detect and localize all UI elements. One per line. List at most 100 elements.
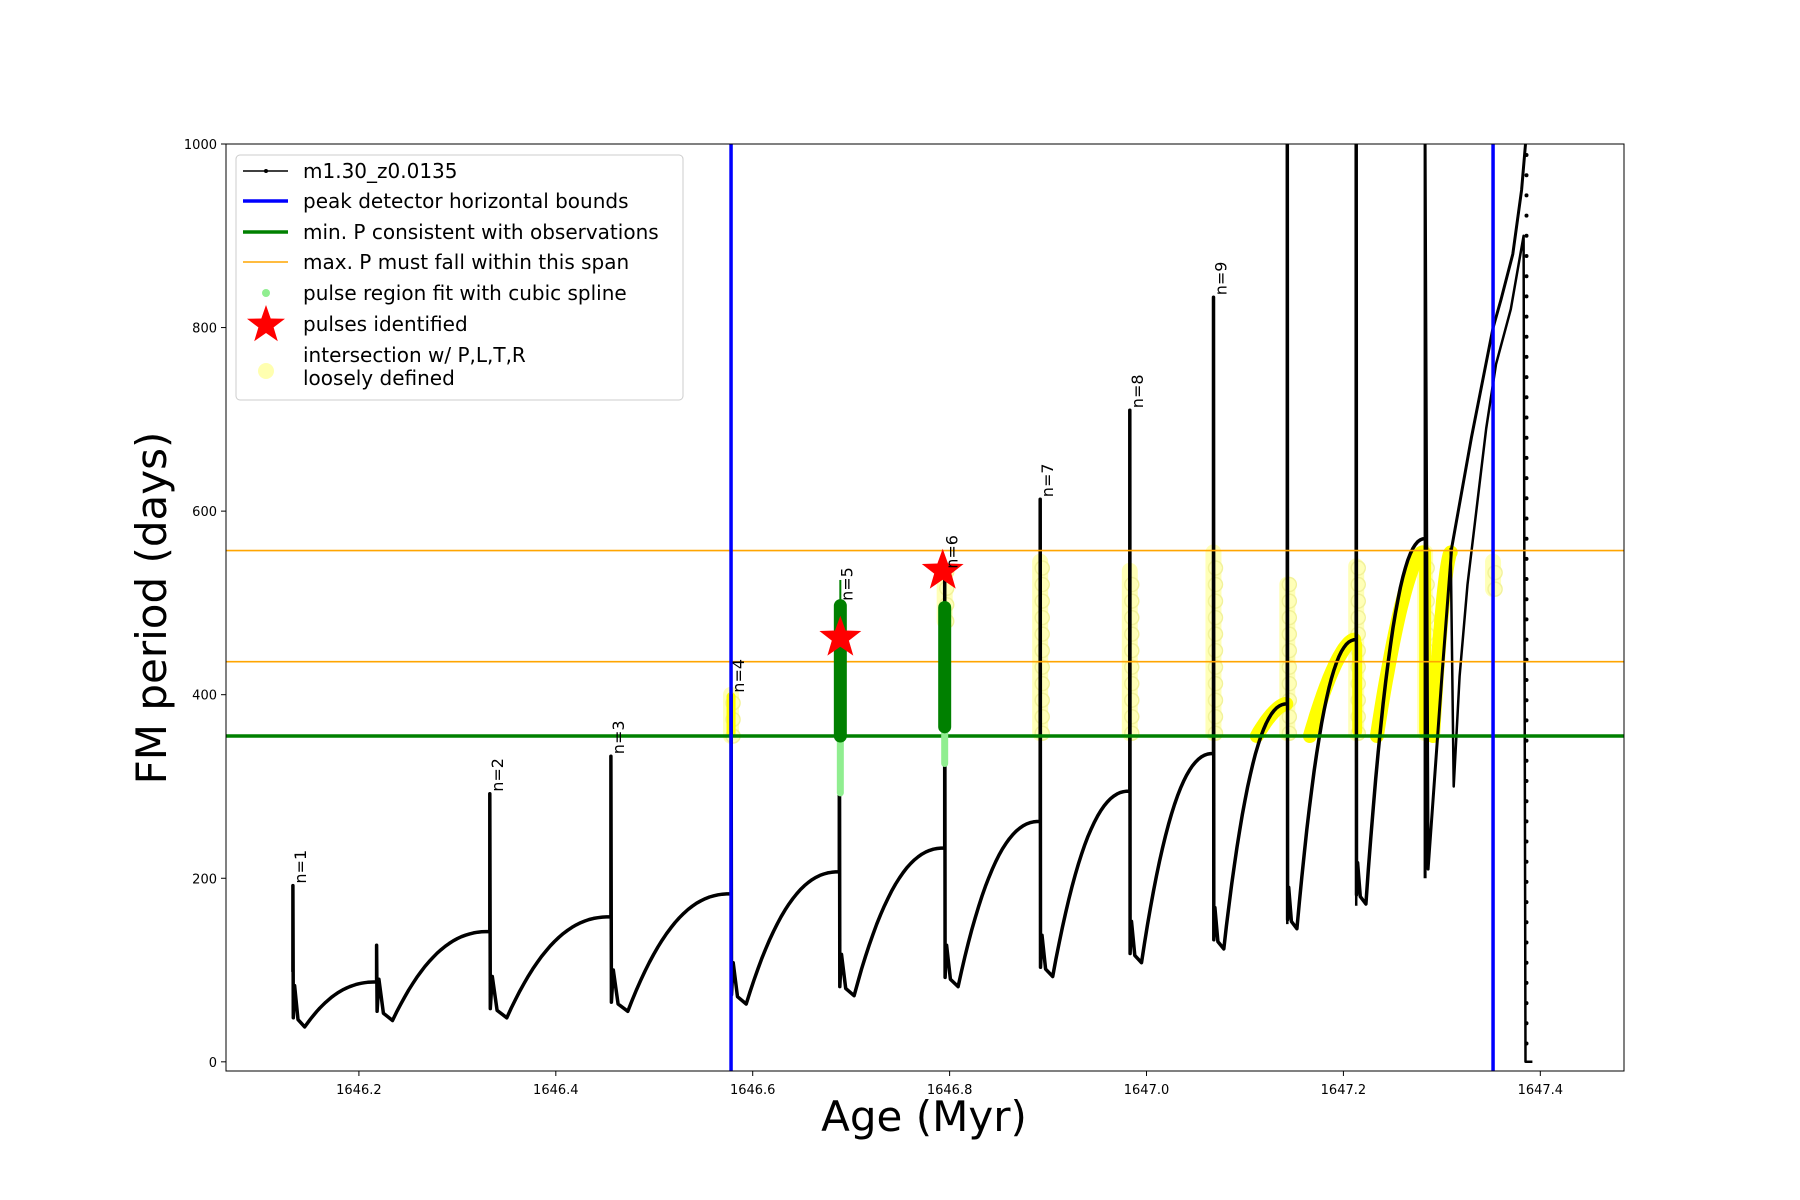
- model-point: [1524, 375, 1529, 380]
- x-tick-label: 1646.2: [336, 1083, 382, 1098]
- intersection-marker: [1034, 576, 1050, 593]
- pulse-label: n=3: [609, 720, 628, 754]
- legend-item-minP: min. P consistent with observations: [243, 220, 659, 244]
- model-point: [1524, 496, 1529, 501]
- ticks-layer: 1646.2 1646.4 1646.6 1646.8 1647.0 1647.2 1647…: [184, 138, 1563, 1098]
- legend-label-spline: pulse region fit with cubic spline: [303, 281, 627, 305]
- pulse-label: n=9: [1212, 262, 1231, 296]
- intersection-marker: [1207, 576, 1224, 593]
- model-point: [1524, 738, 1529, 743]
- model-point: [1524, 960, 1529, 965]
- legend-label-intersection: intersection w/ P,L,T,R: [303, 343, 526, 367]
- y-tick-label: 1000: [184, 138, 217, 153]
- intersection-marker: [1124, 626, 1140, 642]
- pulse-label: n=2: [488, 758, 507, 792]
- legend-item-maxP: max. P must fall within this span: [243, 250, 629, 274]
- intersection-marker: [1124, 692, 1140, 708]
- pulse-label: n=8: [1128, 374, 1147, 408]
- intersection-marker: [1281, 675, 1298, 692]
- model-point: [1524, 698, 1529, 703]
- model-point: [1524, 435, 1529, 440]
- intersection-marker: [1034, 642, 1050, 659]
- model-point: [1524, 859, 1529, 864]
- model-point: [1524, 1001, 1529, 1006]
- intersection-marker: [1281, 659, 1298, 675]
- legend-item-intersection: intersection w/ P,L,T,R loosely defined: [258, 343, 526, 390]
- intersection-marker: [1207, 659, 1224, 675]
- intersection-marker: [1207, 626, 1224, 642]
- intersection-marker: [1124, 659, 1140, 675]
- intersection-marker: [1207, 609, 1224, 626]
- legend-label-loosely: loosely defined: [303, 366, 455, 390]
- model-point: [1524, 153, 1529, 157]
- intersection-marker: [1281, 626, 1298, 642]
- intersection-marker: [1034, 593, 1050, 609]
- model-point: [1524, 577, 1529, 581]
- y-tick-label: 0: [209, 1056, 217, 1071]
- pulse-label: n=5: [837, 567, 856, 601]
- legend-item-spline: pulse region fit with cubic spline: [262, 281, 627, 305]
- x-tick-label: 1646.8: [927, 1083, 973, 1098]
- x-tick-label: 1646.6: [730, 1083, 776, 1098]
- model-point: [1524, 314, 1529, 319]
- model-point: [1524, 678, 1529, 682]
- intersection-marker: [1124, 576, 1140, 593]
- y-tick-label: 600: [192, 505, 217, 520]
- intersection-marker: [1124, 675, 1140, 692]
- intersection-marker: [1281, 609, 1298, 626]
- pulse-star: [921, 548, 964, 589]
- intersection-marker: [1350, 593, 1366, 609]
- intersection-marker: [1034, 708, 1050, 725]
- intersection-marker: [1487, 581, 1503, 597]
- intersection-marker: [1034, 626, 1050, 642]
- model-point: [1524, 395, 1529, 400]
- intersection-marker: [1281, 593, 1298, 609]
- intersection-n7: [1032, 553, 1050, 742]
- model-point: [1524, 980, 1529, 985]
- model-point: [1524, 1021, 1529, 1026]
- intersection-marker: [1207, 560, 1224, 576]
- pulse-label: n=1: [291, 850, 310, 884]
- model-point: [1524, 1041, 1529, 1046]
- model-point: [1524, 213, 1529, 218]
- model-point: [1524, 556, 1529, 561]
- intersection-marker: [1207, 708, 1224, 725]
- intersection-marker: [1350, 576, 1366, 593]
- pulse-label: n=6: [943, 535, 962, 569]
- model-point: [1524, 617, 1529, 622]
- intersection-marker: [1124, 609, 1140, 626]
- legend-item-bounds: peak detector horizontal bounds: [243, 189, 629, 213]
- intersection-marker: [1124, 593, 1140, 609]
- y-tick-label: 200: [192, 872, 217, 887]
- intersection-marker: [1207, 593, 1224, 609]
- y-axis-title: FM period (days): [127, 432, 176, 785]
- model-point: [1524, 455, 1529, 460]
- intersection-marker: [1124, 708, 1140, 725]
- model-point: [1524, 354, 1529, 359]
- intersection-marker: [1281, 725, 1298, 741]
- legend-item-model: m1.30_z0.0135: [243, 159, 458, 183]
- intersection-n10: [1279, 576, 1298, 742]
- pulse-label: n=4: [729, 659, 748, 693]
- model-point: [1524, 839, 1529, 844]
- x-tick-label: 1647.0: [1124, 1083, 1170, 1098]
- model-point: [1524, 294, 1529, 299]
- pulse-labels: n=1 n=2 n=3 n=4 n=5 n=6 n=7 n=8 n=9: [291, 262, 1231, 884]
- x-tick-label: 1647.2: [1321, 1083, 1367, 1098]
- legend-label-minP: min. P consistent with observations: [303, 220, 659, 244]
- y-tick-label: 800: [192, 322, 217, 337]
- model-point: [1524, 173, 1529, 178]
- model-curve-tail: [1423, 144, 1527, 879]
- intersection-bound: [1485, 553, 1503, 598]
- model-point: [1524, 334, 1529, 339]
- model-point: [1524, 233, 1529, 238]
- intersection-marker: [1350, 609, 1366, 626]
- model-point: [1524, 879, 1529, 884]
- model-point: [1524, 940, 1529, 945]
- pulse-label: n=7: [1038, 463, 1057, 497]
- intersection-marker: [1487, 564, 1503, 581]
- model-point: [1524, 758, 1529, 763]
- intersection-marker: [1034, 609, 1050, 626]
- intersection-marker: [1281, 576, 1298, 593]
